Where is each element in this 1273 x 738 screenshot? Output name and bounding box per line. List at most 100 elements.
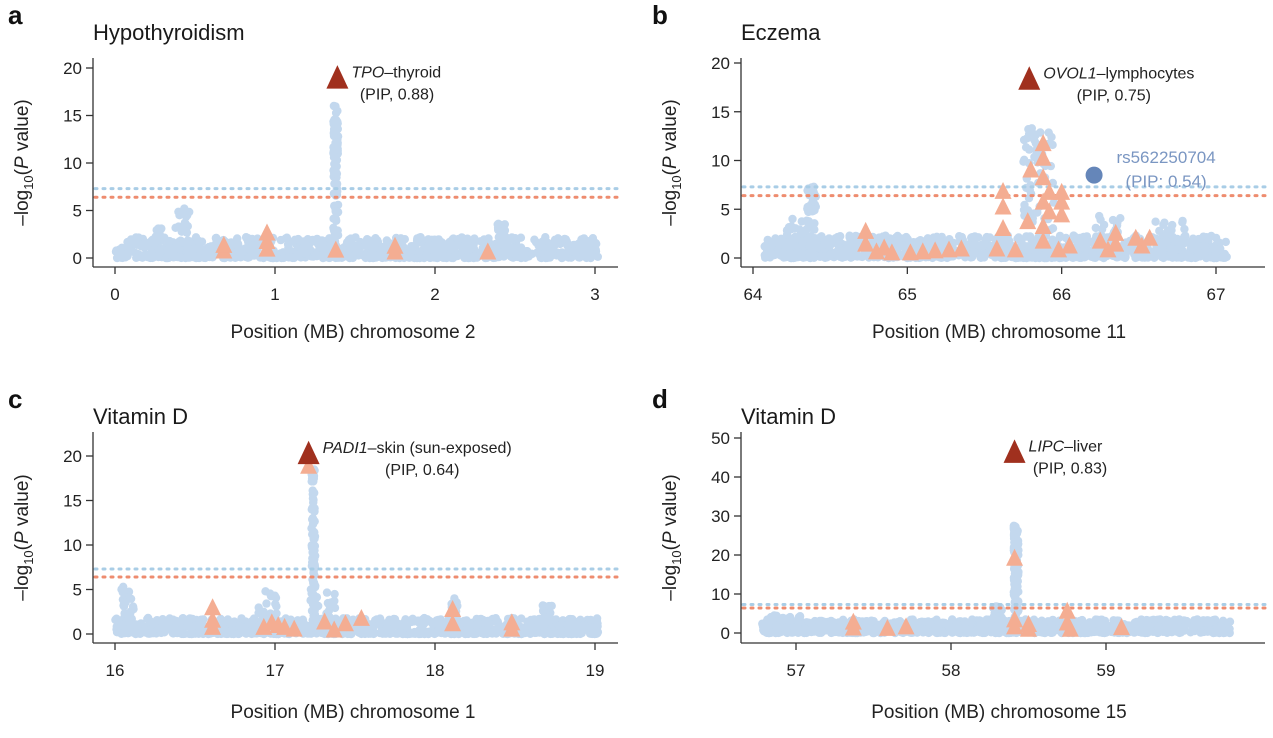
snp-point <box>831 234 840 243</box>
snp-point <box>366 629 375 638</box>
snp-point <box>178 614 188 623</box>
snp-point <box>1221 237 1231 247</box>
twas-triangle <box>844 618 862 636</box>
snp-point <box>382 236 391 245</box>
snp-point <box>1161 615 1171 625</box>
snp-point <box>1132 617 1141 627</box>
twas-triangle <box>215 235 233 253</box>
snp-point <box>373 236 382 245</box>
snp-point <box>379 245 388 255</box>
twas-triangle <box>316 612 334 630</box>
snp-point <box>241 629 251 638</box>
snp-points <box>760 124 1231 263</box>
snp-point <box>586 615 595 625</box>
snp-point <box>1025 145 1034 154</box>
snp-point <box>309 534 318 543</box>
tissue-name: –lymphocytes <box>1097 66 1195 83</box>
snp-point <box>801 624 810 634</box>
twas-triangle <box>994 197 1012 215</box>
gene-name: OVOL1 <box>1043 66 1096 83</box>
snp-point <box>982 232 991 242</box>
snp-point <box>417 628 426 637</box>
snp-point <box>990 625 999 634</box>
snp-point <box>816 252 826 261</box>
twas-triangle <box>1034 134 1052 152</box>
snp-point <box>118 628 128 637</box>
snp-point <box>1151 217 1160 226</box>
snp-point <box>786 248 795 258</box>
snp-point <box>299 627 308 636</box>
snp-point <box>405 629 414 639</box>
snp-point <box>1219 252 1228 261</box>
snp-point <box>431 628 440 637</box>
y-axis-label: –log10(P value) <box>12 99 36 225</box>
twas-triangle <box>1107 223 1125 241</box>
snp-point <box>593 252 602 261</box>
twas-triangle <box>926 241 944 259</box>
snp-point <box>1180 224 1189 234</box>
top-gene-pip: (PIP, 0.88) <box>360 86 434 103</box>
y-tick-label: 5 <box>73 202 82 221</box>
snp-point <box>831 624 840 633</box>
y-tick-label: 20 <box>711 54 730 73</box>
highlight-snp-pip: (PIP: 0.54) <box>1125 172 1206 191</box>
snp-point <box>1077 615 1087 625</box>
x-tick-label: 18 <box>426 661 445 680</box>
twas-triangle <box>325 620 343 638</box>
twas-triangle <box>1058 601 1076 619</box>
snp-point <box>1217 622 1226 632</box>
snp-point <box>933 628 942 637</box>
snp-point <box>1091 223 1101 233</box>
x-axis-label: Position (MB) chromosome 1 <box>231 702 476 723</box>
snp-point <box>177 208 187 217</box>
twas-triangle <box>988 239 1006 257</box>
twas-triangle <box>258 223 276 241</box>
panel-letter: a <box>8 0 23 30</box>
snp-point <box>1153 628 1163 637</box>
snp-point <box>272 609 281 618</box>
snp-point <box>1172 235 1182 245</box>
snp-point <box>140 240 149 249</box>
snp-point <box>191 233 201 242</box>
snp-point <box>1178 218 1187 227</box>
snp-point <box>353 241 362 251</box>
snp-point <box>449 241 458 251</box>
y-axis-label: –log10(P value) <box>12 474 36 600</box>
snp-point <box>591 238 600 248</box>
twas-triangle <box>940 240 958 258</box>
snp-point <box>226 626 236 636</box>
snp-point <box>1048 140 1057 150</box>
x-tick-label: 64 <box>744 285 763 304</box>
snp-point <box>308 520 318 529</box>
snp-point <box>188 622 197 631</box>
snp-point <box>541 617 551 627</box>
snp-point <box>808 196 818 205</box>
snp-point <box>170 628 180 637</box>
snp-point <box>330 589 339 599</box>
y-tick-label: 15 <box>63 492 82 511</box>
snp-point <box>247 617 256 626</box>
snp-point <box>330 152 339 161</box>
snp-point <box>153 624 163 633</box>
top-gene-pip: (PIP, 0.83) <box>1033 461 1107 478</box>
snp-point <box>1200 618 1209 627</box>
snp-point <box>546 247 555 257</box>
snp-point <box>430 235 439 244</box>
twas-triangle <box>352 608 370 626</box>
snp-point <box>288 253 297 263</box>
y-axis-label: –log10(P value) <box>660 474 684 600</box>
x-tick-label: 67 <box>1207 285 1226 304</box>
y-tick-label: 20 <box>63 447 82 466</box>
snp-point <box>1022 242 1032 251</box>
snp-point <box>143 614 152 624</box>
snp-point <box>173 252 182 262</box>
snp-point <box>888 236 897 246</box>
gene-name: PADI1 <box>323 440 368 457</box>
snp-point <box>125 618 135 627</box>
snp-point <box>283 240 293 249</box>
snp-point <box>276 235 285 245</box>
snp-point <box>1014 233 1023 242</box>
snp-point <box>1087 627 1096 637</box>
snp-point <box>776 622 785 632</box>
snp-points <box>111 465 603 639</box>
